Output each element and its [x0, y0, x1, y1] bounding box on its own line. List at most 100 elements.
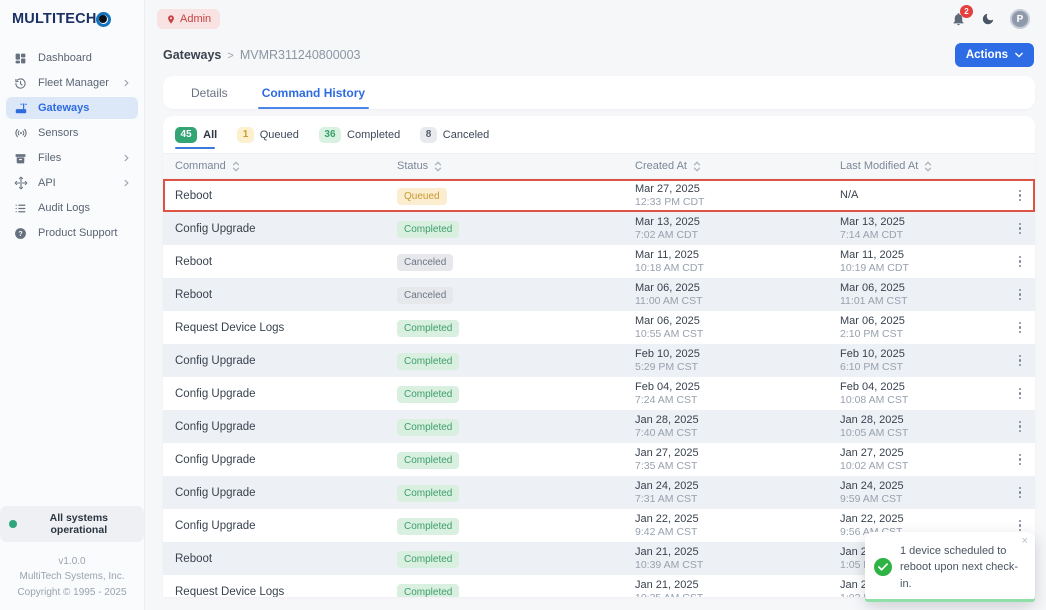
filter-queued[interactable]: 1 Queued — [237, 116, 299, 153]
sidebar-item-audit-logs[interactable]: Audit Logs — [6, 197, 138, 219]
filter-all[interactable]: 45 All — [175, 116, 217, 153]
row-kebab-menu-icon[interactable] — [1013, 516, 1028, 536]
breadcrumb-gateways-link[interactable]: Gateways — [163, 48, 222, 62]
row-kebab-menu-icon[interactable] — [1013, 450, 1028, 470]
filter-all-label: All — [203, 128, 218, 141]
created-at-cell: Mar 11, 2025 10:18 AM CDT — [623, 248, 828, 276]
table-row[interactable]: Reboot Canceled Mar 11, 2025 10:18 AM CD… — [163, 245, 1035, 278]
status-cell: Canceled — [385, 252, 623, 271]
modified-time: 11:01 AM CST — [840, 294, 908, 307]
row-kebab-menu-icon[interactable] — [1013, 417, 1028, 437]
toast-notification: 1 device scheduled to reboot upon next c… — [865, 531, 1035, 602]
command-cell: Config Upgrade — [175, 453, 256, 466]
toast-close-icon[interactable]: × — [1021, 534, 1028, 547]
table-row[interactable]: Config Upgrade Completed Jan 27, 2025 7:… — [163, 443, 1035, 476]
chevron-right-icon — [123, 79, 130, 87]
modified-date: Mar 06, 2025 — [840, 314, 905, 327]
filter-completed[interactable]: 36 Completed — [318, 116, 401, 153]
table-row[interactable]: Config Upgrade Completed Mar 13, 2025 7:… — [163, 212, 1035, 245]
last-modified-at-cell: Feb 04, 2025 10:08 AM CST — [828, 380, 1005, 408]
command-history-card: 45 All 1 Queued 36 Completed 8 Canceled … — [163, 116, 1035, 597]
status-badge: Canceled — [397, 287, 454, 304]
created-time: 10:55 AM CST — [635, 327, 704, 340]
row-kebab-menu-icon[interactable] — [1013, 219, 1028, 239]
sidebar-item-api[interactable]: API — [6, 172, 138, 194]
row-kebab-menu-icon[interactable] — [1013, 318, 1028, 338]
location-pin-icon — [166, 14, 176, 25]
status-cell: Completed — [385, 351, 623, 370]
created-time: 9:42 AM CST — [635, 525, 698, 538]
status-badge: Completed — [397, 353, 460, 370]
created-time: 7:40 AM CST — [635, 426, 698, 439]
table-row[interactable]: Request Device Logs Completed Jan 21, 20… — [163, 575, 1035, 597]
last-modified-at-cell: Mar 06, 2025 11:01 AM CST — [828, 281, 1005, 309]
filter-canceled[interactable]: 8 Canceled — [420, 116, 489, 153]
table-row[interactable]: Reboot Queued Mar 27, 2025 12:33 PM CDT … — [163, 179, 1035, 212]
created-date: Mar 27, 2025 — [635, 182, 700, 195]
sort-icon — [924, 160, 932, 172]
created-time: 5:29 PM CST — [635, 360, 699, 373]
last-modified-at-cell: Feb 10, 2025 6:10 PM CST — [828, 347, 1005, 375]
sidebar: MULTI TECH Dashboard Fleet Manager Gatewa… — [0, 0, 145, 610]
created-date: Mar 11, 2025 — [635, 248, 700, 261]
actions-button[interactable]: Actions — [954, 43, 1034, 67]
sidebar-item-product-support[interactable]: ? Product Support — [6, 222, 138, 244]
filter-all-count: 45 — [175, 126, 198, 143]
column-header-last-modified-at[interactable]: Last Modified At — [828, 160, 1005, 172]
avatar-initial: P — [1016, 13, 1024, 25]
tab-command-history-label: Command History — [261, 85, 366, 100]
table-row[interactable]: Config Upgrade Completed Feb 10, 2025 5:… — [163, 344, 1035, 377]
created-date: Jan 28, 2025 — [635, 413, 699, 426]
sidebar-item-files[interactable]: Files — [6, 147, 138, 169]
created-at-cell: Feb 04, 2025 7:24 AM CST — [623, 380, 828, 408]
created-date: Feb 04, 2025 — [635, 380, 700, 393]
sidebar-item-label: Gateways — [38, 102, 90, 114]
sidebar-item-label: Fleet Manager — [38, 77, 109, 89]
command-cell: Request Device Logs — [175, 321, 285, 334]
table-row[interactable]: Request Device Logs Completed Mar 06, 20… — [163, 311, 1035, 344]
row-kebab-menu-icon[interactable] — [1013, 252, 1028, 272]
row-kebab-menu-icon[interactable] — [1013, 384, 1028, 404]
table-row[interactable]: Reboot Canceled Mar 06, 2025 11:00 AM CS… — [163, 278, 1035, 311]
created-date: Jan 21, 2025 — [635, 545, 699, 558]
last-modified-at-cell: Mar 06, 2025 2:10 PM CST — [828, 314, 1005, 342]
sidebar-item-label: Sensors — [38, 127, 79, 139]
row-kebab-menu-icon[interactable] — [1013, 285, 1028, 305]
sidebar-item-dashboard[interactable]: Dashboard — [6, 47, 138, 69]
breadcrumb-current-gateway-id: MVMR311240800003 — [239, 48, 361, 62]
sidebar-item-gateways[interactable]: Gateways — [6, 97, 138, 119]
created-time: 11:00 AM CST — [635, 294, 703, 307]
table-row[interactable]: Config Upgrade Completed Jan 24, 2025 7:… — [163, 476, 1035, 509]
tab-details[interactable]: Details — [191, 76, 228, 109]
column-header-command[interactable]: Command — [163, 160, 385, 172]
table-row[interactable]: Config Upgrade Completed Feb 04, 2025 7:… — [163, 377, 1035, 410]
sidebar-item-fleet-manager[interactable]: Fleet Manager — [6, 72, 138, 94]
modified-date: Mar 11, 2025 — [840, 248, 905, 261]
sidebar-item-label: Dashboard — [38, 52, 92, 64]
created-date: Feb 10, 2025 — [635, 347, 700, 360]
admin-badge-label: Admin — [180, 13, 212, 25]
status-cell: Completed — [385, 384, 623, 403]
status-cell: Completed — [385, 417, 623, 436]
dark-mode-toggle[interactable] — [981, 12, 995, 26]
modified-date: Jan 24, 2025 — [840, 479, 904, 492]
column-header-created-at[interactable]: Created At — [623, 160, 828, 172]
last-modified-at-cell: N/A — [828, 188, 1005, 202]
company-name: MultiTech Systems, Inc. — [19, 571, 125, 582]
notifications-button[interactable]: 2 — [951, 5, 973, 27]
created-time: 12:33 PM CDT — [635, 195, 705, 208]
table-row[interactable]: Config Upgrade Completed Jan 28, 2025 7:… — [163, 410, 1035, 443]
row-kebab-menu-icon[interactable] — [1013, 351, 1028, 371]
sidebar-item-sensors[interactable]: Sensors — [6, 122, 138, 144]
tab-command-history[interactable]: Command History — [257, 76, 370, 109]
filter-completed-label: Completed — [347, 128, 401, 141]
sort-icon — [693, 160, 701, 172]
last-modified-at-cell: Jan 24, 2025 9:59 AM CST — [828, 479, 1005, 507]
row-kebab-menu-icon[interactable] — [1013, 483, 1028, 503]
column-header-status[interactable]: Status — [385, 160, 623, 172]
row-kebab-menu-icon[interactable] — [1013, 186, 1028, 206]
modified-date: Feb 04, 2025 — [840, 380, 905, 393]
command-cell: Config Upgrade — [175, 354, 256, 367]
user-avatar[interactable]: P — [1010, 9, 1030, 29]
command-cell: Reboot — [175, 189, 213, 202]
